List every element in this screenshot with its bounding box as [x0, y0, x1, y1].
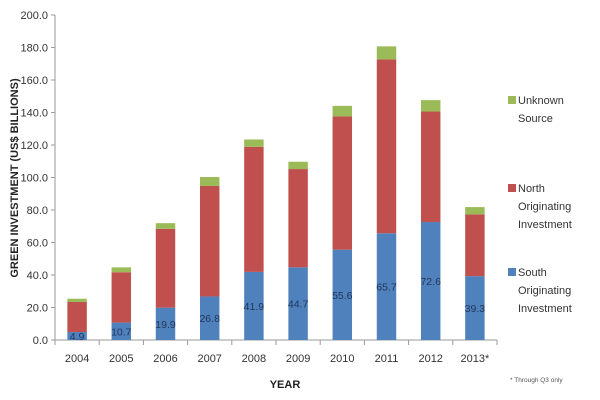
- legend-label: North: [518, 183, 545, 195]
- bar-segment: [244, 271, 264, 340]
- data-label: 10.7: [111, 326, 132, 338]
- x-tick-label: 2007: [197, 353, 221, 365]
- y-tick-label: 20.0: [27, 303, 48, 315]
- y-tick-label: 140.0: [20, 108, 48, 120]
- bar-segment: [288, 161, 308, 170]
- x-tick-label: 2006: [153, 353, 177, 365]
- bar-segment: [376, 59, 397, 234]
- x-tick-label: 2013*: [461, 353, 490, 365]
- bar-segment: [376, 46, 397, 60]
- bar-segment: [67, 298, 87, 302]
- x-tick-label: 2008: [242, 353, 266, 365]
- y-tick-label: 180.0: [20, 43, 48, 55]
- y-tick-label: 100.0: [20, 173, 48, 185]
- x-tick-label: 2005: [109, 353, 133, 365]
- bar-segment: [244, 146, 264, 272]
- legend-label: Originating: [518, 201, 571, 213]
- y-tick-label: 80.0: [27, 205, 48, 217]
- bar-segment: [111, 322, 132, 340]
- x-tick-label: 2009: [286, 353, 310, 365]
- data-label: 72.6: [420, 276, 441, 288]
- legend-label: Source: [518, 113, 553, 125]
- bar-segment: [420, 100, 441, 112]
- bar-segment: [332, 116, 353, 250]
- legend: Unknown Source North Originating Investment S…: [508, 95, 572, 315]
- footnote: * Through Q3 only: [510, 377, 563, 384]
- bar-segment: [376, 233, 397, 340]
- bar-segment: [465, 214, 485, 277]
- bar-segment: [420, 222, 441, 340]
- data-label: 4.9: [70, 331, 85, 343]
- bar-segment: [244, 139, 264, 147]
- bar-segment: [111, 267, 132, 273]
- bar-segment: [420, 111, 441, 223]
- legend-label: Investment: [518, 219, 572, 231]
- bar-segment: [199, 296, 220, 340]
- y-tick-label: 120.0: [20, 140, 48, 152]
- legend-swatch: [508, 268, 516, 276]
- x-axis-ticks: 2004 2005 2006 2007 2008 2009 2010 2011 2012 2013…: [54, 340, 498, 365]
- legend-swatch: [508, 184, 516, 192]
- bar-segment: [332, 105, 353, 117]
- bar-segment: [288, 267, 308, 340]
- bar-segment: [155, 307, 176, 340]
- y-axis-ticks: 0.0 20.0 40.0 60.0 80.0 100.0 120.0 140.0 160.0 1…: [20, 10, 55, 347]
- x-axis-title: YEAR: [270, 379, 301, 391]
- y-tick-label: 200.0: [20, 10, 48, 22]
- legend-label: South: [518, 267, 547, 279]
- bar-segment: [111, 272, 132, 323]
- data-label: 44.7: [288, 299, 309, 311]
- x-tick-label: 2010: [330, 353, 354, 365]
- plot-area: 4.9 10.7 19.9 26.8 41.9 44.7 55.6 65.7 72.6 39.3: [54, 15, 497, 343]
- y-axis-title: GREEN INVESTMENT (US$ BILLIONS): [9, 78, 21, 278]
- data-label: 55.6: [332, 290, 353, 302]
- legend-label: Investment: [518, 303, 572, 315]
- legend-label: Unknown: [518, 95, 564, 107]
- bar-segment: [155, 223, 176, 229]
- x-tick-label: 2011: [375, 353, 399, 365]
- data-label: 19.9: [155, 319, 176, 331]
- data-label: 41.9: [244, 301, 265, 313]
- bar-segment: [332, 249, 353, 340]
- bar-segment: [465, 276, 485, 340]
- bar-segment: [199, 177, 220, 186]
- bar-segment: [465, 207, 485, 215]
- data-label: 39.3: [465, 303, 486, 315]
- bar-segment: [288, 169, 308, 268]
- y-tick-label: 40.0: [27, 270, 48, 282]
- bar-segment: [155, 228, 176, 308]
- bar-segment: [199, 185, 220, 297]
- data-label: 26.8: [199, 313, 220, 325]
- x-tick-label: 2012: [418, 353, 442, 365]
- bar-segment: [67, 332, 87, 340]
- data-label: 65.7: [376, 282, 397, 294]
- y-tick-label: 60.0: [27, 238, 48, 250]
- y-tick-label: 160.0: [20, 75, 48, 87]
- x-tick-label: 2004: [65, 353, 89, 365]
- legend-label: Originating: [518, 285, 571, 297]
- y-tick-label: 0.0: [33, 335, 48, 347]
- legend-swatch: [508, 96, 516, 104]
- bar-segment: [67, 301, 87, 333]
